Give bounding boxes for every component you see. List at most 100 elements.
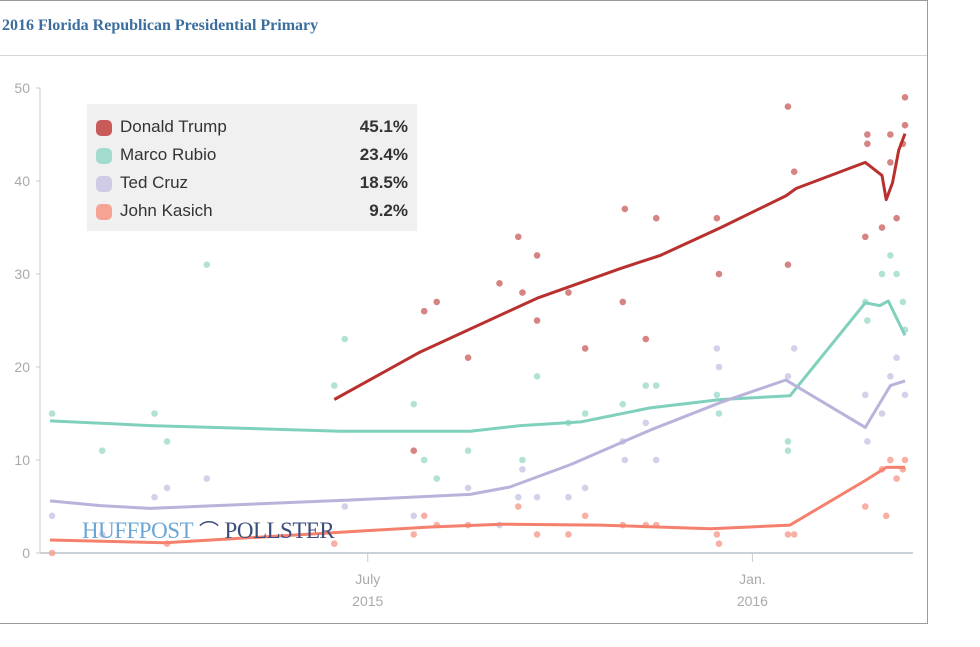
legend-swatch [96, 120, 112, 136]
data-point [893, 354, 900, 362]
data-point [784, 531, 792, 538]
data-point [565, 493, 572, 501]
data-point [864, 438, 871, 445]
legend-name: Ted Cruz [120, 173, 189, 192]
data-point [887, 252, 894, 259]
trend-line-marco-rubio [49, 299, 907, 433]
data-point [901, 94, 909, 101]
data-point [496, 280, 503, 287]
data-point [514, 233, 522, 241]
data-point [410, 400, 418, 408]
legend-item-rubio[interactable]: Marco Rubio 23.4% [96, 144, 408, 168]
legend-value: 23.4% [359, 145, 408, 164]
data-point [619, 400, 627, 408]
series-points-ted-cruz [48, 345, 909, 538]
data-point [433, 298, 441, 306]
data-point [784, 438, 792, 445]
data-point [715, 270, 723, 278]
data-point [790, 168, 798, 175]
data-point [519, 456, 526, 464]
data-point [464, 354, 472, 362]
data-point [901, 391, 909, 399]
legend-name: John Kasich [120, 201, 213, 220]
trend-line-ted-cruz [49, 378, 906, 510]
data-point [621, 456, 629, 464]
data-point [861, 503, 869, 510]
data-point [784, 373, 792, 380]
legend-item-cruz[interactable]: Ted Cruz 18.5% [96, 172, 408, 196]
data-point [893, 475, 900, 482]
data-point [163, 438, 171, 445]
data-point [163, 484, 171, 492]
data-point [864, 131, 871, 138]
legend-item-kasich[interactable]: John Kasich 9.2% [96, 200, 408, 224]
data-point [784, 261, 792, 269]
data-point [713, 391, 721, 399]
data-point [878, 270, 886, 278]
legend-name: Donald Trump [120, 117, 227, 136]
data-point [433, 475, 441, 482]
data-point [901, 456, 909, 464]
legend-swatch [96, 176, 112, 192]
title-divider [0, 55, 927, 56]
y-tick-label: 10 [14, 452, 30, 468]
y-tick-label: 50 [14, 80, 30, 96]
data-point [864, 317, 871, 324]
legend-name: Marco Rubio [120, 145, 217, 164]
data-point [151, 410, 158, 417]
data-point [861, 391, 869, 399]
y-tick-label: 20 [14, 359, 30, 375]
data-point [98, 447, 106, 455]
data-point [887, 456, 894, 464]
data-point [203, 261, 211, 269]
data-point [581, 512, 589, 520]
x-tick-label: July [355, 571, 380, 587]
data-point [341, 335, 349, 343]
huffpost-pollster-logo: HUFFPOST ⌒ POLLSTER [82, 515, 335, 544]
series-points-donald-trump [410, 94, 909, 455]
data-point [581, 410, 589, 417]
chart-title: 2016 Florida Republican Presidential Pri… [2, 17, 319, 34]
data-point [48, 410, 56, 417]
data-point [887, 159, 894, 166]
data-point [48, 549, 56, 557]
data-point [893, 270, 900, 278]
data-point [565, 531, 572, 538]
trend-line-donald-trump [333, 133, 907, 401]
data-point [420, 512, 428, 520]
data-point [713, 214, 721, 222]
data-point [533, 493, 541, 501]
legend-value: 18.5% [359, 173, 408, 192]
data-point [533, 317, 541, 324]
data-point [464, 484, 472, 492]
data-point [893, 214, 900, 222]
data-point [533, 373, 541, 380]
data-point [864, 140, 871, 148]
data-point [151, 493, 158, 501]
y-tick-label: 30 [14, 266, 30, 282]
data-point [713, 531, 721, 538]
data-point [621, 205, 629, 213]
data-point [790, 345, 798, 352]
data-point [784, 103, 792, 110]
series-points-marco-rubio [48, 252, 909, 482]
data-point [410, 447, 418, 455]
data-point [420, 307, 428, 315]
chart-frame [0, 0, 928, 624]
data-point [203, 475, 211, 482]
data-point [642, 382, 650, 389]
data-point [652, 456, 660, 464]
legend-item-trump[interactable]: Donald Trump 45.1% [96, 116, 408, 140]
legend: Donald Trump 45.1% Marco Rubio 23.4% Ted… [87, 104, 417, 231]
data-point [715, 410, 723, 417]
data-point [899, 298, 907, 306]
data-point [642, 419, 650, 427]
data-point [882, 512, 890, 520]
data-point [887, 131, 894, 138]
x-tick-label: Jan. [739, 571, 765, 587]
data-point [784, 447, 792, 455]
logo-pollster: POLLSTER [224, 518, 335, 543]
y-tick-label: 40 [14, 173, 30, 189]
data-point [887, 373, 894, 380]
